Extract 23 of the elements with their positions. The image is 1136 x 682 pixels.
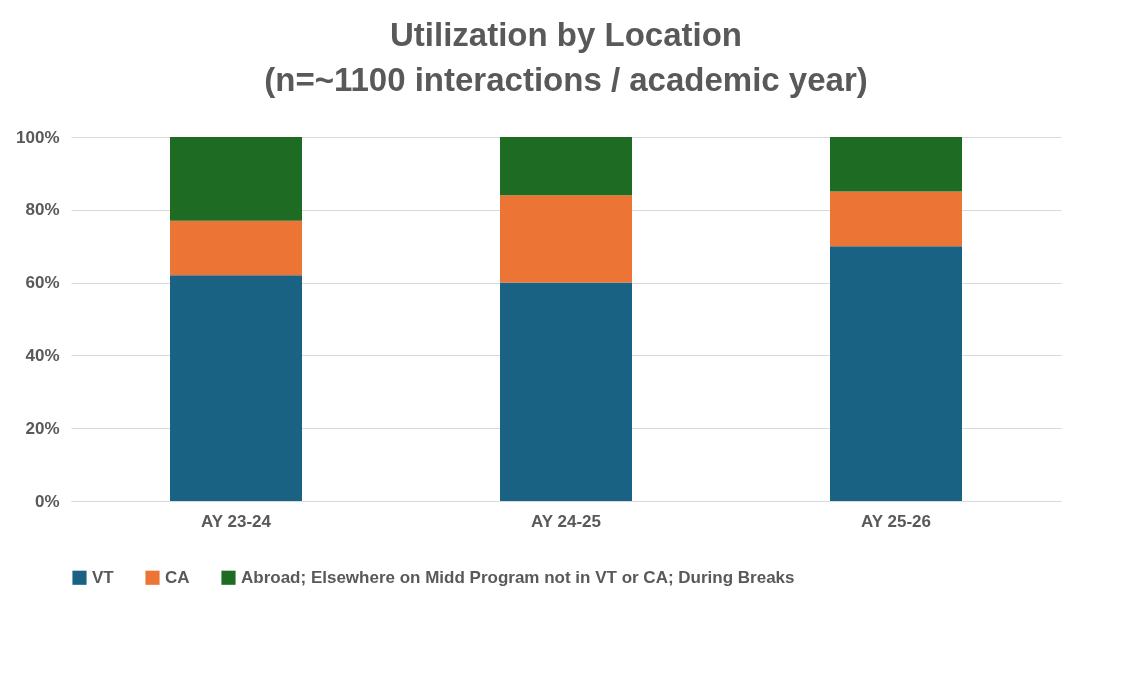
x-tick-label: AY 23-24: [201, 511, 272, 531]
legend-label: CA: [165, 567, 190, 587]
bar: [170, 220, 302, 276]
bar: [830, 137, 962, 192]
bar: [830, 246, 962, 501]
y-tick-label: 60%: [25, 273, 60, 293]
bar: [500, 137, 632, 196]
x-tick-label: AY 24-25: [531, 511, 601, 531]
bar: [500, 195, 632, 283]
y-tick-label: 100%: [16, 127, 60, 147]
y-tick-label: 80%: [25, 200, 60, 220]
y-tick-label: 20%: [25, 418, 60, 438]
chart-subtitle: (n=~1100 interactions / academic year): [264, 61, 868, 98]
y-tick-label: 0%: [34, 491, 60, 511]
x-tick-label: AY 25-26: [861, 511, 931, 531]
bar: [500, 282, 632, 501]
legend-label: VT: [92, 567, 115, 587]
y-tick-label: 40%: [25, 345, 60, 365]
chart-title: Utilization by Location: [390, 16, 742, 53]
bar: [170, 275, 302, 501]
legend-label: Abroad; Elsewhere on Midd Program not in VT or CA; During Breaks: [241, 567, 795, 587]
bar: [830, 191, 962, 247]
bar: [170, 137, 302, 221]
